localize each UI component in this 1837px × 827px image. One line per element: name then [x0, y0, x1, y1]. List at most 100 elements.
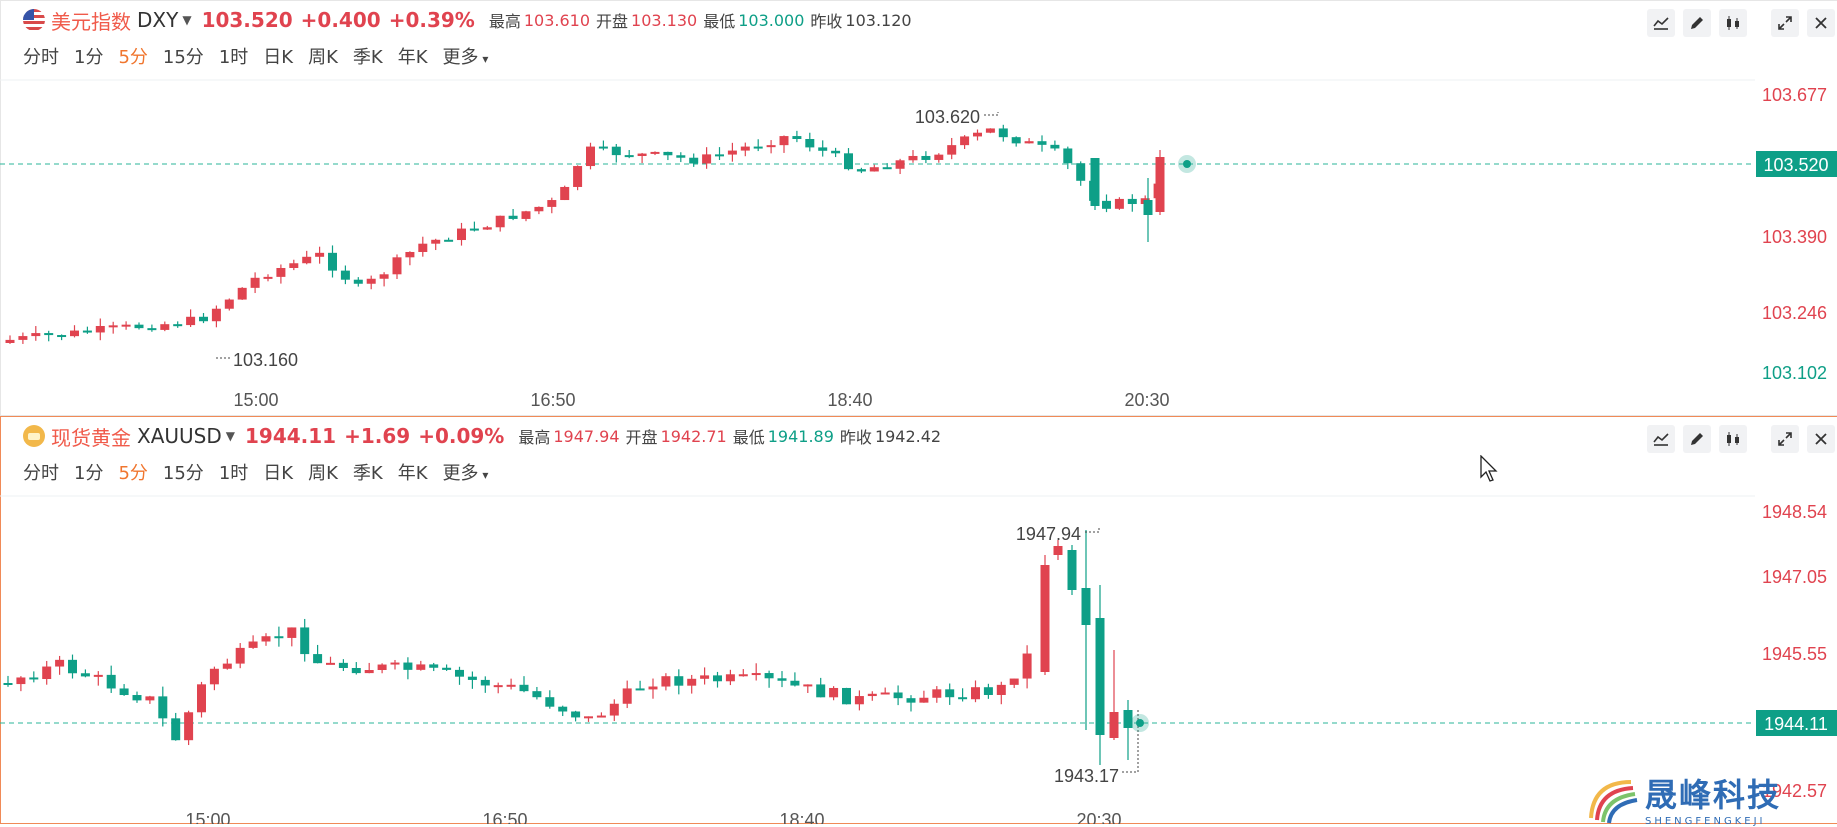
candle-body: [1114, 198, 1124, 209]
candle-body: [906, 698, 916, 703]
tab-15min[interactable]: 15分: [162, 47, 204, 68]
mouse-cursor-icon: [1480, 455, 1498, 482]
xauusd-chart-panel[interactable]: 现货黄金 XAUUSD ▼ 1944.11 +1.69 +0.09% 最高 19…: [0, 416, 1837, 824]
draw-pen-icon: [1691, 433, 1703, 445]
tab-15min[interactable]: 15分: [162, 463, 204, 484]
expand-button[interactable]: [1771, 9, 1799, 37]
timeframe-tabs: 分时 1分 5分 15分 1时 日K 周K 季K 年K 更多: [23, 459, 503, 485]
candle-body: [379, 274, 389, 279]
draw-button[interactable]: [1683, 425, 1711, 453]
indicator-button[interactable]: [1647, 9, 1675, 37]
tab-more[interactable]: 更多: [443, 43, 489, 69]
current-price-dot: [1183, 160, 1191, 168]
candle-body: [495, 215, 505, 228]
tab-5min[interactable]: 5分: [118, 463, 148, 484]
candle-body: [766, 145, 776, 148]
candle-body: [429, 664, 439, 668]
candle-body: [457, 228, 466, 241]
candle-body: [1127, 198, 1137, 205]
y-axis-tick: 103.102: [1762, 363, 1827, 383]
symbol-selector[interactable]: XAUUSD: [137, 424, 222, 448]
candle-body: [158, 696, 168, 719]
expand-icon: [1778, 432, 1792, 446]
candle-body: [829, 687, 839, 698]
candle-body: [790, 680, 800, 686]
gold-bar-icon: [23, 425, 45, 447]
tab-quarterly[interactable]: 季K: [352, 463, 383, 484]
candle-body: [985, 128, 995, 133]
candle-body: [998, 128, 1008, 138]
candle-body: [418, 243, 428, 252]
tab-1hour[interactable]: 1时: [218, 463, 249, 484]
candle-body: [248, 641, 258, 648]
high-annotation-leader: [984, 112, 999, 116]
candle-body: [792, 136, 802, 139]
high-annotation: 103.620: [915, 107, 980, 127]
candle-body: [340, 270, 350, 280]
tab-yearly[interactable]: 年K: [397, 463, 428, 484]
expand-button[interactable]: [1771, 425, 1799, 453]
draw-pen-icon: [1691, 17, 1703, 29]
tab-yearly[interactable]: 年K: [397, 47, 428, 68]
candle-body: [508, 215, 518, 219]
tab-1min[interactable]: 1分: [74, 463, 104, 484]
tab-5min[interactable]: 5分: [118, 47, 148, 68]
tab-1min[interactable]: 1分: [74, 47, 104, 68]
candle-body: [973, 132, 982, 137]
symbol-selector[interactable]: DXY: [137, 8, 179, 32]
tab-weekly[interactable]: 周K: [308, 463, 338, 484]
candle-type-icon: [1727, 16, 1739, 30]
candle-body: [261, 636, 271, 642]
x-axis-tick: 15:00: [185, 810, 230, 824]
candle-body: [687, 678, 697, 686]
chevron-down-icon[interactable]: ▼: [225, 429, 235, 443]
candle-body: [547, 200, 557, 207]
candle-body: [18, 336, 28, 340]
candle-body: [908, 155, 918, 161]
tab-1hour[interactable]: 1时: [218, 47, 249, 68]
candle-body: [753, 146, 763, 149]
candle-body: [650, 151, 660, 154]
candle-body: [302, 256, 312, 264]
candle-body: [366, 278, 376, 284]
tab-weekly[interactable]: 周K: [308, 47, 338, 68]
candle-body: [867, 693, 877, 697]
chevron-down-icon[interactable]: ▼: [182, 13, 192, 27]
stat-low: 1941.89: [767, 426, 834, 446]
indicator-button[interactable]: [1647, 425, 1675, 453]
candle-body: [803, 684, 813, 687]
candle-body: [70, 330, 79, 337]
candle-body: [364, 670, 374, 674]
candle-body: [571, 711, 581, 718]
draw-button[interactable]: [1683, 9, 1711, 37]
tab-fenshi[interactable]: 分时: [23, 47, 59, 68]
candle-body: [186, 316, 196, 326]
tab-more[interactable]: 更多: [443, 459, 489, 485]
candle-body: [134, 324, 144, 329]
candle-body: [958, 697, 968, 700]
candle-body: [482, 227, 492, 230]
candle-body: [106, 674, 116, 689]
tab-daily[interactable]: 日K: [263, 463, 294, 484]
tab-fenshi[interactable]: 分时: [23, 463, 59, 484]
candle-body: [521, 211, 531, 219]
candle-body: [493, 685, 503, 688]
candle-body: [287, 627, 297, 638]
candle-body: [16, 677, 26, 685]
candle-body: [624, 155, 634, 158]
candle-body: [661, 676, 671, 687]
candle-body: [1040, 565, 1050, 672]
tab-daily[interactable]: 日K: [263, 47, 294, 68]
candle-body: [42, 666, 52, 680]
candle-type-button[interactable]: [1719, 9, 1747, 37]
candle-body: [713, 675, 722, 682]
dxy-chart-panel[interactable]: 美元指数 DXY ▼ 103.520 +0.400 +0.39% 最高 103.…: [0, 0, 1837, 416]
tab-quarterly[interactable]: 季K: [352, 47, 383, 68]
close-button[interactable]: [1807, 425, 1835, 453]
close-button[interactable]: [1807, 9, 1835, 37]
candle-body: [996, 684, 1006, 695]
candle-type-button[interactable]: [1719, 425, 1747, 453]
low-annotation: 1943.17: [1054, 766, 1119, 786]
expand-icon: [1778, 16, 1792, 30]
